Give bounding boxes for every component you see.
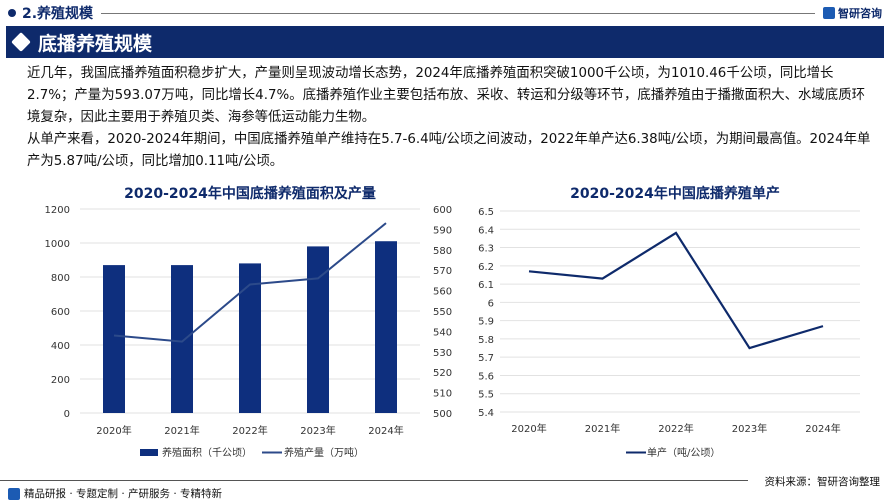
y2-tick-label: 570 — [433, 266, 452, 277]
y2-tick-label: 580 — [433, 246, 452, 257]
bar — [171, 265, 193, 413]
x-tick-label: 2020年 — [96, 424, 131, 437]
y-tick-label: 5.8 — [478, 335, 494, 346]
page-title: 底播养殖规模 — [38, 32, 153, 55]
y-tick-label: 5.6 — [478, 371, 494, 382]
bar — [375, 241, 397, 413]
description: 近几年，我国底播养殖面积稳步扩大，产量则呈现波动增长态势，2024年底播养殖面积… — [27, 63, 877, 173]
tagline-text: 精品研报 · 专题定制 · 产研服务 · 专精特新 — [24, 488, 223, 500]
footer-divider — [0, 480, 748, 481]
brand-logo: 智研咨询 — [823, 5, 882, 21]
production-line — [113, 222, 387, 343]
title-banner: 底播养殖规模 — [6, 26, 884, 58]
y-tick-label: 1200 — [45, 205, 70, 216]
y2-tick-label: 540 — [433, 327, 452, 338]
yield-line — [528, 231, 824, 350]
y2-tick-label: 560 — [433, 287, 452, 298]
footer: 资料来源：智研咨询整理 精品研报 · 专题定制 · 产研服务 · 专精特新 — [0, 474, 890, 500]
y2-tick-label: 590 — [433, 225, 452, 236]
y-tick-label: 5.7 — [478, 353, 494, 364]
y-tick-label: 6.4 — [478, 225, 494, 236]
y-tick-label: 600 — [51, 307, 70, 318]
y2-tick-label: 500 — [433, 409, 452, 420]
logo-icon — [8, 487, 20, 500]
x-tick-label: 2024年 — [368, 424, 403, 437]
y-tick-label: 5.4 — [478, 408, 494, 419]
y-tick-label: 0 — [64, 409, 70, 420]
y-tick-label: 5.9 — [478, 317, 494, 328]
y-tick-label: 800 — [51, 273, 70, 284]
x-tick-label: 2023年 — [732, 422, 767, 435]
y-tick-label: 6 — [488, 298, 494, 309]
x-tick-label: 2021年 — [585, 422, 620, 435]
y2-tick-label: 600 — [433, 205, 452, 216]
y-tick-label: 1000 — [45, 239, 70, 250]
y2-tick-label: 510 — [433, 389, 452, 400]
y2-tick-label: 530 — [433, 348, 452, 359]
x-tick-label: 2022年 — [658, 422, 693, 435]
logo-icon — [823, 7, 835, 19]
y-tick-label: 6.1 — [478, 280, 494, 291]
bar — [307, 246, 329, 413]
y-tick-label: 200 — [51, 375, 70, 386]
legend-label: 养殖面积（千公顷） — [162, 446, 252, 459]
section-title: 2.养殖规模 — [22, 6, 94, 22]
chart2-title: 2020-2024年中国底播养殖单产 — [570, 186, 780, 202]
brand-name: 智研咨询 — [838, 7, 882, 20]
x-tick-label: 2023年 — [300, 424, 335, 437]
legend-label: 单产（吨/公顷） — [647, 446, 720, 459]
y2-tick-label: 520 — [433, 368, 452, 379]
bar — [239, 263, 261, 413]
y-tick-label: 6.2 — [478, 262, 494, 273]
source-note: 资料来源：智研咨询整理 — [764, 476, 881, 488]
y-tick-label: 6.3 — [478, 244, 494, 255]
tagline: 精品研报 · 专题定制 · 产研服务 · 专精特新 — [8, 486, 222, 501]
x-tick-label: 2021年 — [164, 424, 199, 437]
y2-tick-label: 550 — [433, 307, 452, 318]
paragraph: 从单产来看，2020-2024年期间，中国底播养殖单产维持在5.7-6.4吨/公… — [27, 132, 871, 169]
legend-bar-swatch — [140, 449, 158, 456]
x-tick-label: 2024年 — [805, 422, 840, 435]
chart1-title: 2020-2024年中国底播养殖面积及产量 — [124, 186, 376, 202]
bar — [103, 265, 125, 413]
y-tick-label: 6.5 — [478, 207, 494, 218]
legend-label: 养殖产量（万吨） — [284, 446, 364, 459]
bullet-icon — [8, 9, 16, 17]
divider — [101, 12, 815, 14]
paragraph: 近几年，我国底播养殖面积稳步扩大，产量则呈现波动增长态势，2024年底播养殖面积… — [27, 66, 865, 125]
y-tick-label: 5.5 — [478, 390, 494, 401]
x-tick-label: 2020年 — [511, 422, 546, 435]
x-tick-label: 2022年 — [232, 424, 267, 437]
y-tick-label: 400 — [51, 341, 70, 352]
section-header: 2.养殖规模 智研咨询 — [8, 3, 882, 23]
